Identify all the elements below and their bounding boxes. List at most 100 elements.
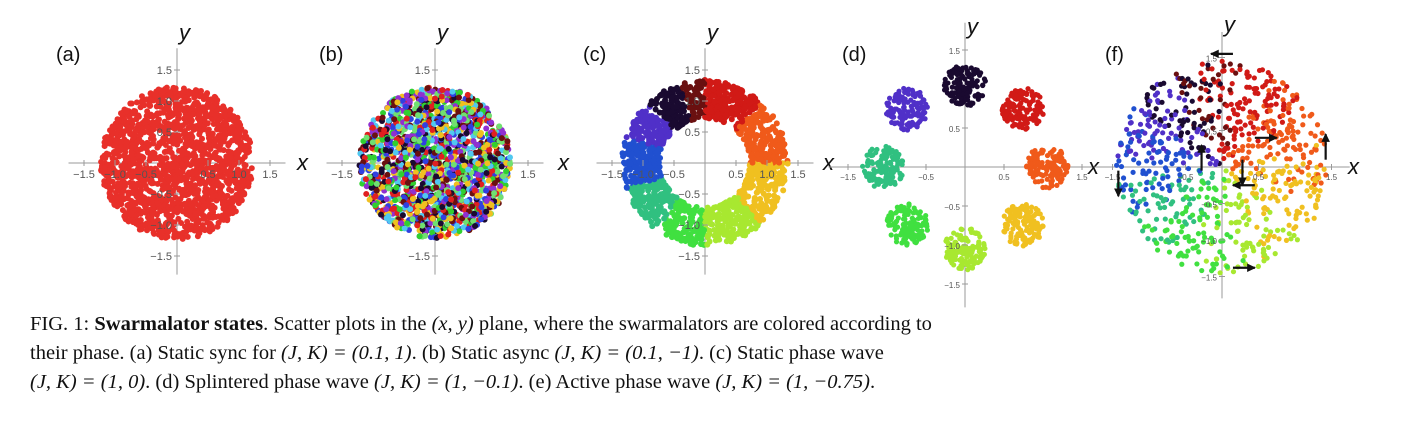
data-point [233,134,240,141]
data-point [759,105,766,112]
data-point [200,96,207,103]
data-point [198,88,205,95]
data-point [650,157,657,164]
data-point [189,111,196,118]
data-point [180,229,187,236]
data-point [435,119,442,126]
data-point [454,157,461,164]
data-point [682,119,689,126]
data-point [749,159,756,166]
data-point [372,202,379,209]
data-point [143,185,150,192]
data-point [218,161,225,168]
data-point [635,132,642,139]
data-point [502,149,509,156]
data-point [205,129,212,136]
data-point [404,220,411,227]
data-point [193,224,200,231]
data-point [465,97,472,104]
data-point [424,211,431,218]
data-point [392,219,399,226]
scatter-plot: −1.5 1.51.5−1.5xy [326,20,570,275]
data-point [384,136,391,143]
data-point [671,194,678,201]
data-point [752,112,759,119]
data-point [471,210,478,217]
data-point [738,208,745,215]
data-point [660,109,667,116]
data-point [750,132,757,139]
data-point [104,136,111,143]
data-point [414,209,421,216]
data-point [358,163,365,170]
data-point [404,179,411,186]
data-point [223,178,230,185]
data-point [239,168,246,175]
data-point [649,100,656,107]
data-point [201,121,208,128]
data-point [705,115,712,122]
data-point [110,149,117,156]
y-axis-label: y [177,20,192,45]
data-point [183,143,190,150]
data-point [133,99,140,106]
data-point [402,103,409,110]
data-point [397,220,404,227]
data-point [656,179,663,186]
data-point [652,106,659,113]
data-point [385,117,392,124]
data-point [199,178,206,185]
data-point [779,165,786,172]
data-point [199,152,206,159]
data-point [426,175,433,182]
data-point [138,145,145,152]
data-point [198,166,205,173]
x-tick-label: −1.5 [331,169,353,181]
data-point [769,123,776,130]
data-point [439,87,446,94]
data-point [384,171,391,178]
data-point [497,183,504,190]
data-point [133,145,140,152]
data-point [645,187,652,194]
data-point [145,171,152,178]
data-point [171,208,178,215]
data-point [701,226,708,233]
data-point [383,206,390,213]
data-point [414,202,421,209]
data-point [417,215,424,222]
data-point [414,150,421,157]
data-point [157,208,164,215]
data-point [449,88,456,95]
data-point [651,176,658,183]
data-point [630,127,637,134]
data-point [704,108,711,115]
data-point [122,210,129,217]
data-point [225,168,232,175]
data-point [748,212,755,219]
data-point [176,132,183,139]
data-point [383,196,390,203]
data-point [764,168,771,175]
y-tick-label: 1.5 [415,65,430,77]
data-point [124,202,131,209]
data-point [210,209,217,216]
data-point [134,124,141,131]
data-point [712,237,719,244]
data-point [147,90,154,97]
data-point [112,122,119,129]
data-point [697,108,704,115]
data-point [707,220,714,227]
data-point [724,204,731,211]
data-point [719,85,726,92]
y-tick-label: 0.5 [685,127,700,139]
data-point [123,144,130,151]
data-point [122,183,129,190]
data-point [128,100,135,107]
data-point [418,96,425,103]
data-point [443,97,450,104]
data-point [455,185,462,192]
y-tick-label: −1.5 [150,251,172,263]
data-point [491,156,498,163]
data-point [155,142,162,149]
